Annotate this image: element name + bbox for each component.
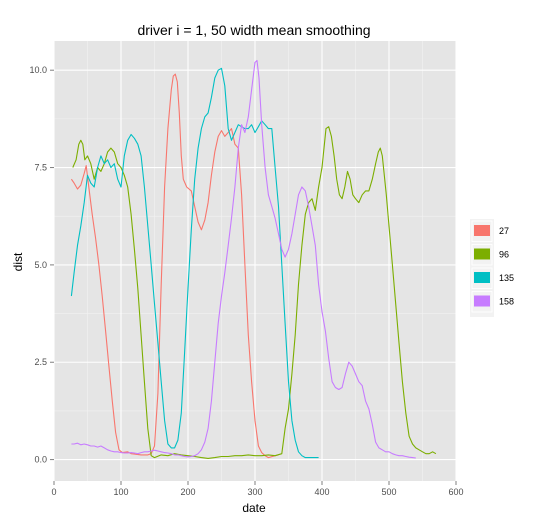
legend-swatch-158 xyxy=(474,295,490,307)
y-tick-label: 10.0 xyxy=(29,65,47,75)
x-axis: 0 100 200 300 400 500 600 xyxy=(51,481,464,497)
x-tick-label: 600 xyxy=(448,487,463,497)
x-tick-label: 100 xyxy=(113,487,128,497)
legend-swatch-96 xyxy=(474,248,490,260)
legend-label-27: 27 xyxy=(499,226,509,236)
series-line-96 xyxy=(72,126,437,459)
chart-title: driver i = 1, 50 width mean smoothing xyxy=(137,22,370,38)
major-gridlines xyxy=(53,41,457,481)
series-line-27 xyxy=(70,73,279,459)
x-tick-label: 300 xyxy=(247,487,262,497)
x-tick-label: 0 xyxy=(51,487,56,497)
series-line-158 xyxy=(71,59,416,459)
x-tick-label: 400 xyxy=(314,487,329,497)
y-tick-label: 2.5 xyxy=(34,357,47,367)
x-tick-label: 500 xyxy=(381,487,396,497)
legend-swatch-27 xyxy=(474,225,490,236)
x-tick-label: 200 xyxy=(180,487,195,497)
y-axis-title: dist xyxy=(11,252,25,271)
legend-label-135: 135 xyxy=(499,273,514,283)
legend-label-96: 96 xyxy=(499,250,509,260)
y-axis: 0.0 2.5 5.0 7.5 10.0 xyxy=(29,65,54,465)
series-lines xyxy=(70,59,437,459)
legend-swatch-135 xyxy=(474,272,490,283)
x-axis-title: date xyxy=(242,501,266,515)
y-tick-label: 7.5 xyxy=(34,163,47,173)
y-tick-label: 5.0 xyxy=(34,260,47,270)
y-tick-label: 0.0 xyxy=(34,455,47,465)
series-line-135 xyxy=(70,67,319,459)
legend-label-158: 158 xyxy=(499,297,514,307)
legend: 27 96 135 158 xyxy=(470,219,514,317)
